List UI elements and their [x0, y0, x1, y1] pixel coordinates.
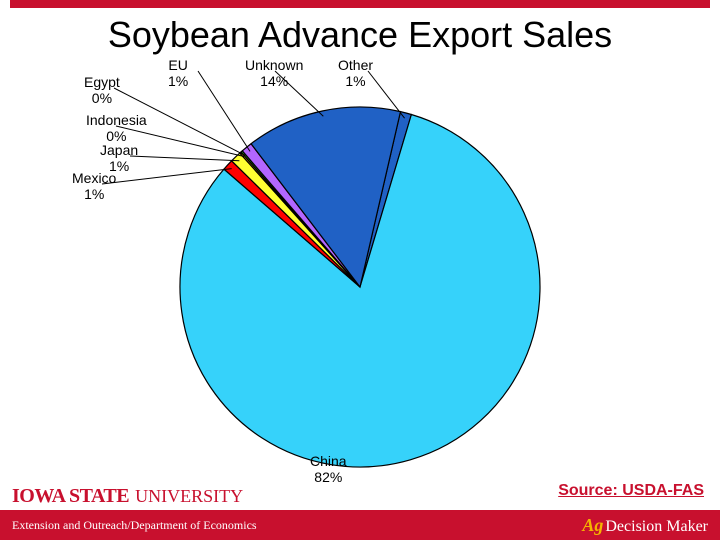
logo-isu-text-2: UNIVERSITY	[135, 486, 243, 507]
slice-label-eu: EU1%	[168, 57, 188, 89]
logo-isu-text-1: IOWA STATE	[12, 485, 129, 508]
slice-label-japan: Japan1%	[100, 142, 138, 174]
slice-label-indonesia: Indonesia0%	[86, 112, 147, 144]
slice-label-china: China82%	[310, 453, 347, 485]
slice-label-other: Other1%	[338, 57, 373, 89]
logo-adm-ag: Ag	[582, 515, 603, 536]
footer-bar: Extension and Outreach/Department of Eco…	[0, 510, 720, 540]
footer-department: Extension and Outreach/Department of Eco…	[12, 518, 257, 533]
source-citation: Source: USDA-FAS	[558, 482, 704, 500]
slide-title: Soybean Advance Export Sales	[0, 14, 720, 56]
leader-line	[198, 71, 250, 151]
slide: Soybean Advance Export Sales Other1% Chin…	[0, 0, 720, 540]
iowa-state-logo: IOWA STATE UNIVERSITY	[12, 485, 243, 508]
ag-decision-maker-logo: Ag Decision Maker	[582, 515, 708, 536]
slice-label-mexico: Mexico1%	[72, 170, 116, 202]
pie-chart: Other1%China82%Mexico1%Japan1%Indonesia0…	[0, 62, 720, 482]
top-accent-bar	[10, 0, 710, 8]
slice-label-unknown: Unknown14%	[245, 57, 303, 89]
logo-adm-dm: Decision Maker	[605, 518, 708, 536]
leader-line	[130, 156, 239, 161]
slice-label-egypt: Egypt0%	[84, 74, 120, 106]
